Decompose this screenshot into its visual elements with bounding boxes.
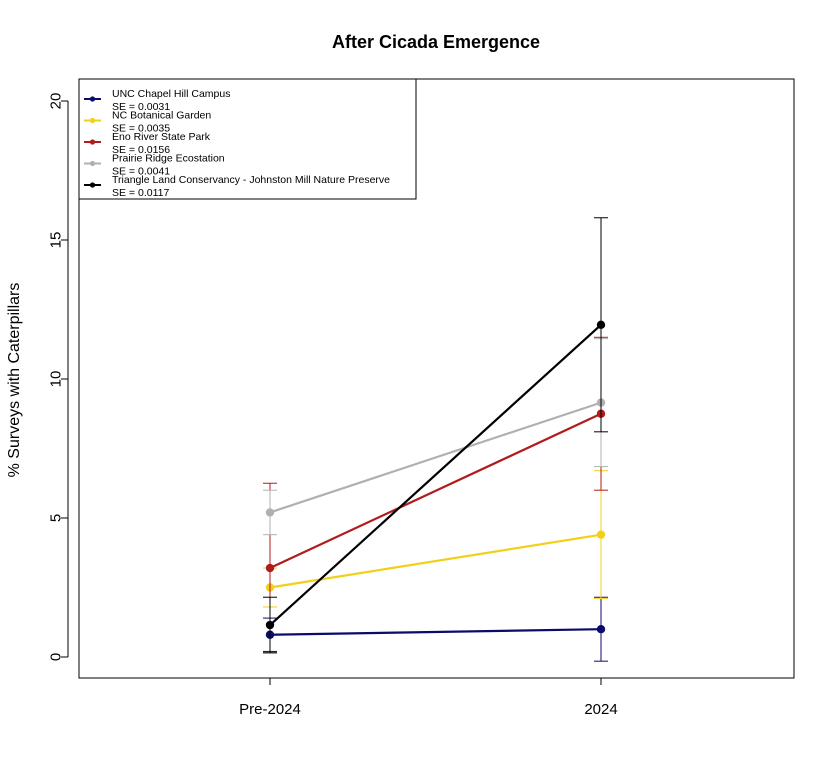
data-point: [265, 563, 275, 573]
x-axis: Pre-2024 2024: [239, 677, 618, 718]
legend-swatch-point: [89, 160, 96, 167]
series-layer: [263, 217, 608, 662]
series-4: [263, 217, 608, 654]
y-axis-label: % Surveys with Caterpillars: [6, 283, 23, 478]
legend-se-label: SE = 0.0031: [112, 101, 170, 113]
legend-label: NC Botanical Garden: [112, 110, 211, 122]
legend-se-label: SE = 0.0041: [112, 166, 170, 178]
series-line: [269, 412, 602, 570]
x-tick-label: 2024: [584, 701, 617, 718]
legend-label: UNC Chapel Hill Campus: [112, 88, 230, 100]
legend-label: Prairie Ridge Ecostation: [112, 153, 225, 165]
series-line: [269, 533, 602, 589]
legend-swatch-point: [89, 182, 96, 188]
legend-se-label: SE = 0.0117: [112, 187, 169, 199]
legend-swatch-point: [89, 96, 96, 102]
y-tick-label: 5: [48, 514, 65, 522]
legend-label: Eno River State Park: [112, 131, 211, 143]
y-tick-label: 10: [48, 371, 65, 388]
y-axis: 0 5 10 15 20: [48, 93, 69, 661]
legend-se-label: SE = 0.0156: [112, 144, 170, 156]
y-tick-label: 0: [48, 653, 65, 661]
legend-item: Triangle Land Conservancy - Johnston Mil…: [84, 174, 390, 199]
data-point: [596, 625, 606, 634]
x-tick-label: Pre-2024: [239, 701, 301, 718]
series-line: [269, 401, 602, 514]
legend-box: [78, 78, 417, 200]
data-point: [596, 320, 606, 329]
chart-title: After Cicada Emergence: [332, 32, 540, 52]
data-point: [596, 530, 606, 539]
legend-se-label: SE = 0.0035: [112, 123, 170, 135]
legend-swatch-point: [89, 139, 96, 145]
legend-label: Triangle Land Conservancy - Johnston Mil…: [112, 174, 390, 186]
series-line: [269, 628, 602, 636]
data-point: [265, 508, 275, 517]
data-point: [265, 620, 275, 630]
y-tick-label: 20: [48, 93, 65, 110]
y-tick-label: 15: [48, 232, 65, 249]
legend-swatch-point: [89, 117, 96, 124]
series-line: [269, 323, 602, 626]
